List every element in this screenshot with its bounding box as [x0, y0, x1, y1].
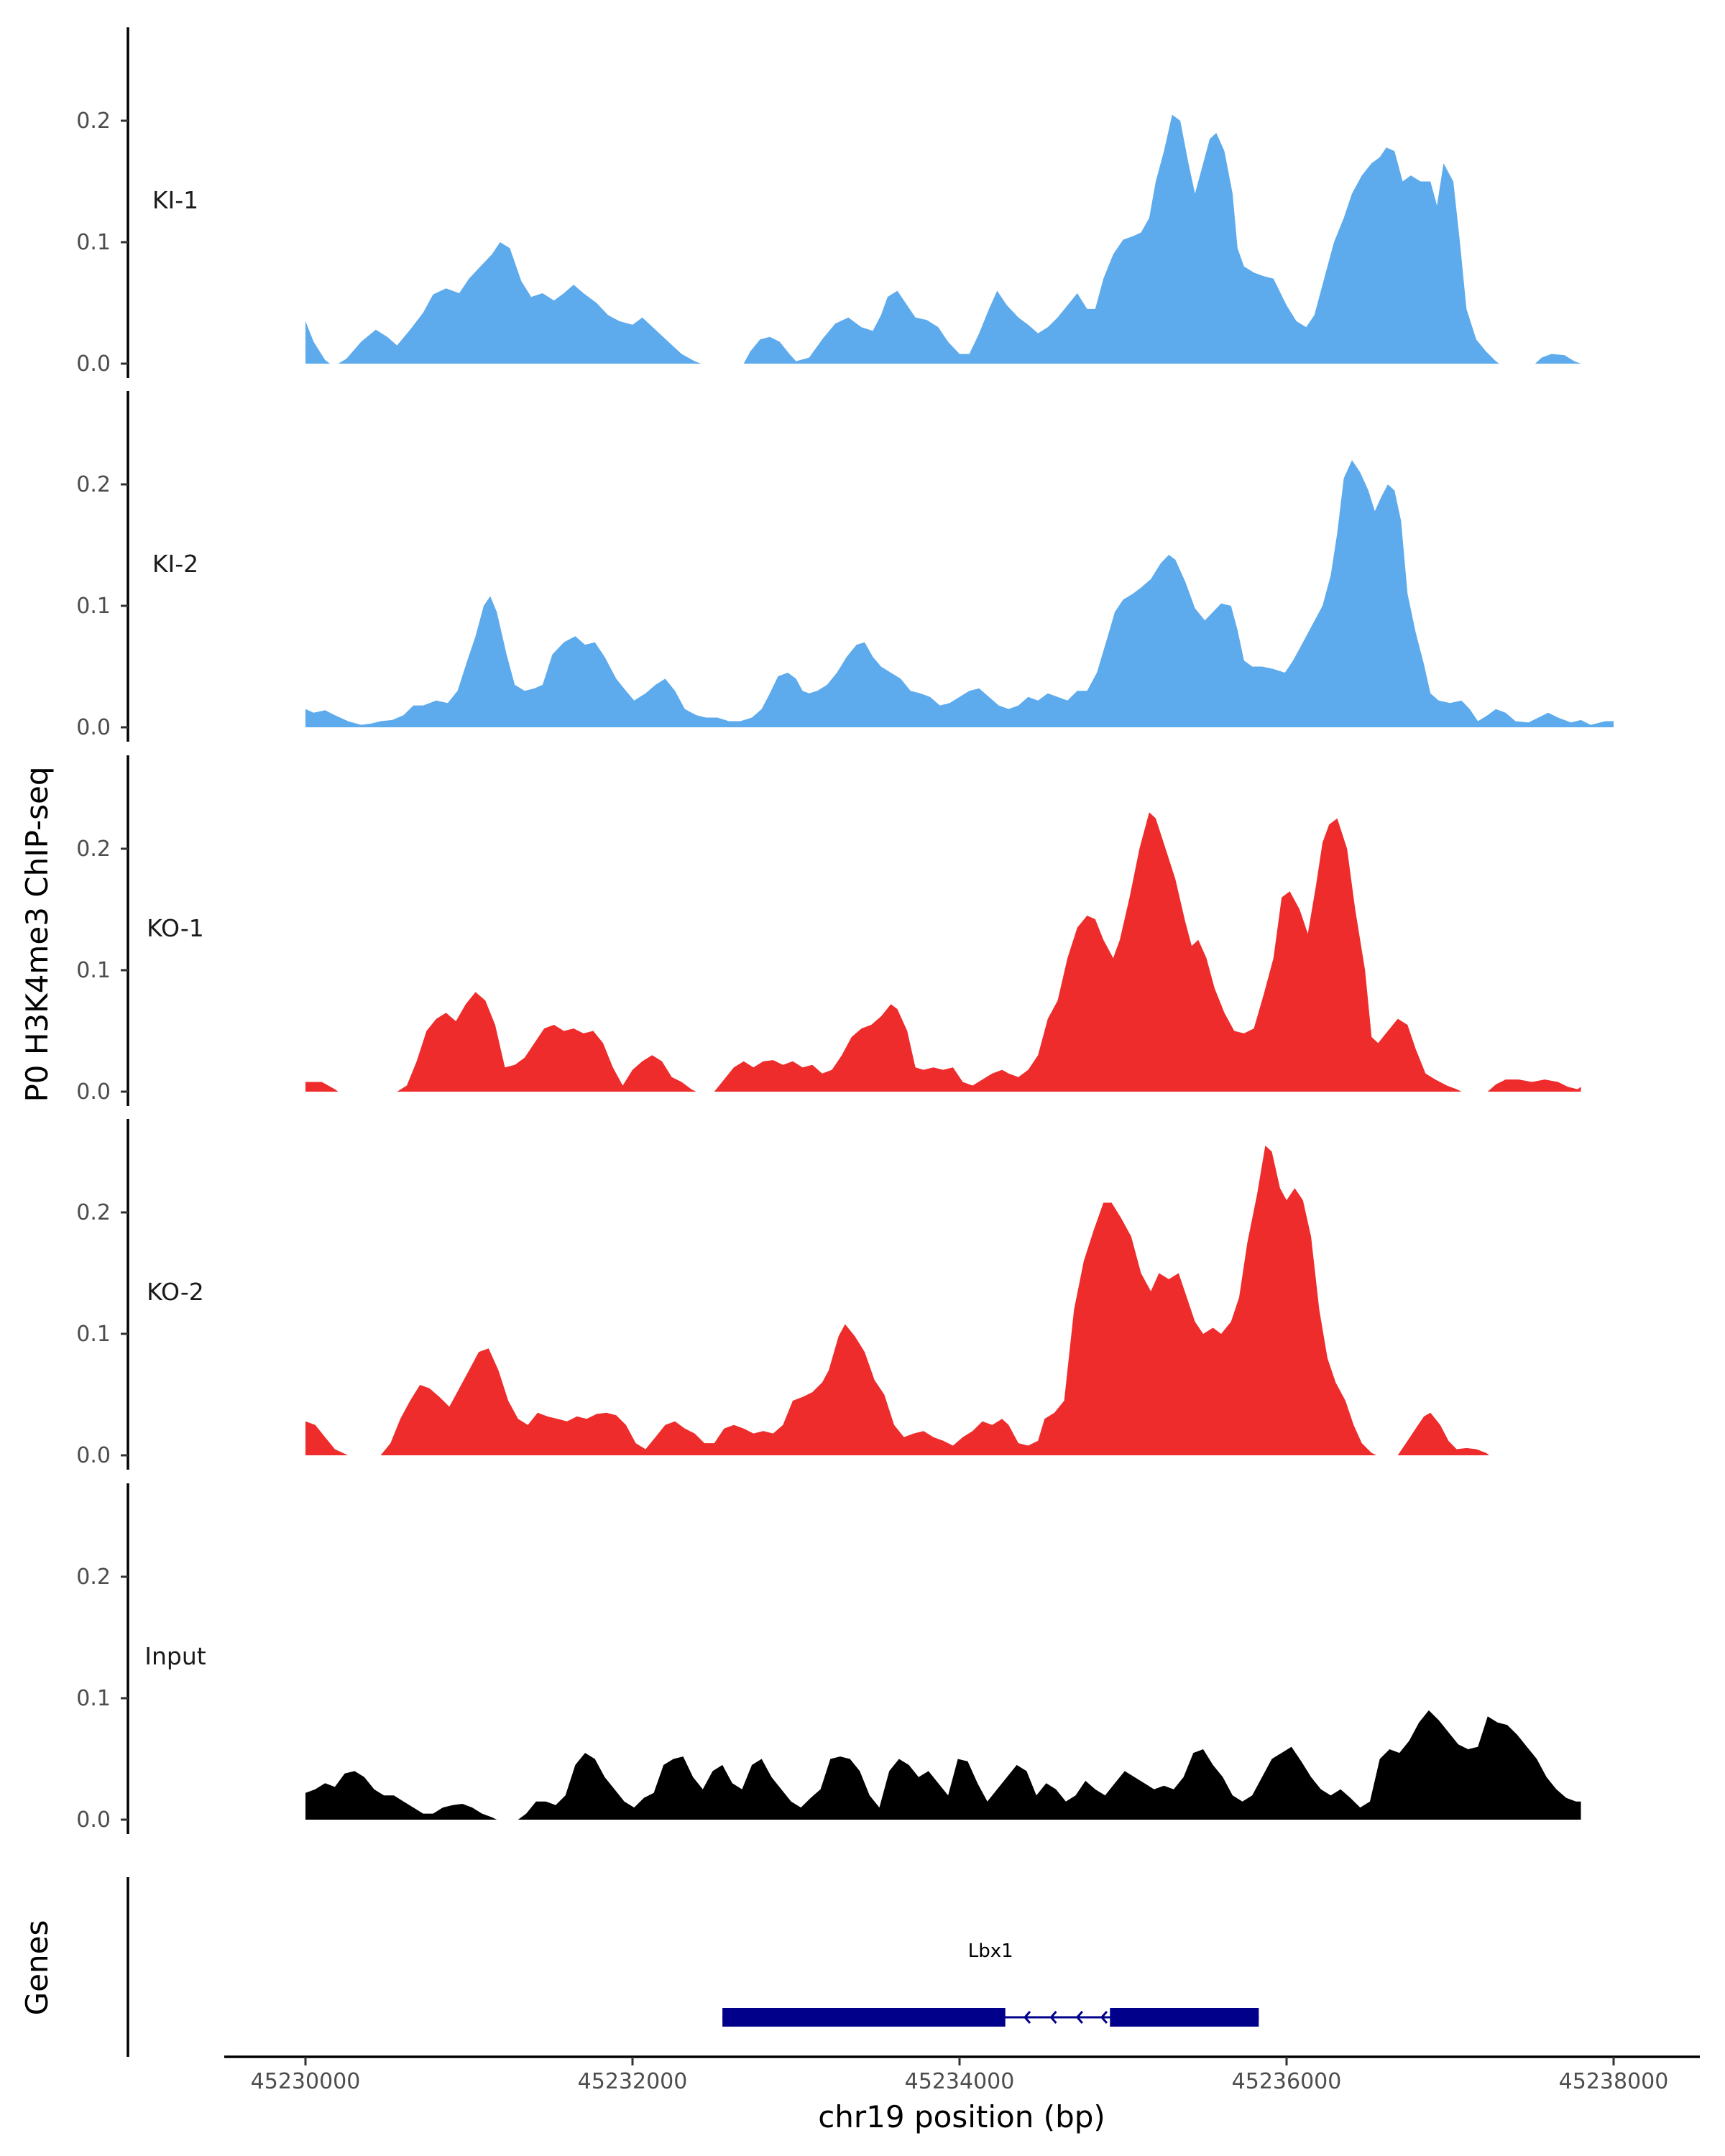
tracks-layer: 0.00.10.2KI-10.00.10.2KI-20.00.10.2KO-10… — [76, 27, 1614, 1834]
y-tick-label: 0.0 — [76, 1079, 111, 1105]
gene-lbx1: Lbx1 — [722, 1940, 1259, 2027]
y-axis-title: P0 H3K4me3 ChIP-seq — [19, 766, 55, 1102]
y-tick-label: 0.2 — [76, 109, 111, 134]
gene-exon — [722, 2008, 1006, 2027]
y-tick-label: 0.2 — [76, 472, 111, 497]
y-tick-label: 0.1 — [76, 958, 111, 983]
y-tick-label: 0.2 — [76, 837, 111, 862]
gene-exon — [1110, 2008, 1259, 2027]
track-input: 0.0 0.1 0.2 Input — [76, 1483, 1581, 1834]
y-tick-label: 0.0 — [76, 1807, 111, 1833]
track-ko-2: 0.0 0.1 0.2 KO-2 — [76, 1119, 1490, 1470]
gene-strand-arrow — [1049, 2011, 1057, 2024]
track-ki-2: 0.0 0.1 0.2 KI-2 — [76, 391, 1614, 742]
track-area-ki-1 — [305, 114, 1581, 364]
track-ko-1: 0.0 0.1 0.2 KO-1 — [76, 755, 1581, 1106]
track-label: KO-1 — [147, 914, 204, 942]
x-axis-title: chr19 position (bp) — [818, 2099, 1105, 2134]
y-tick-label: 0.0 — [76, 351, 111, 377]
gene-strand-arrow — [1075, 2011, 1083, 2024]
gene-strand-arrow — [1024, 2011, 1031, 2024]
x-axis: 45230000 45232000 45234000 45236000 45238000 — [224, 2055, 1700, 2094]
track-area-input — [305, 1710, 1581, 1820]
y-tick-label: 0.0 — [76, 1443, 111, 1468]
track-area-ko-1 — [305, 812, 1581, 1092]
track-label: KI-1 — [152, 186, 198, 214]
x-tick-label: 45238000 — [1559, 2069, 1669, 2094]
y-tick-label: 0.1 — [76, 1322, 111, 1347]
y-tick-label: 0.1 — [76, 230, 111, 255]
y-tick-label: 0.2 — [76, 1565, 111, 1590]
genes-axis-title: Genes — [19, 1920, 55, 2016]
track-ki-1: 0.0 0.1 0.2 KI-1 — [76, 27, 1581, 378]
track-area-ko-2 — [305, 1146, 1490, 1455]
y-tick-label: 0.2 — [76, 1200, 111, 1225]
y-tick-label: 0.0 — [76, 715, 111, 740]
gene-strand-arrow — [1100, 2011, 1108, 2024]
genes-layer: Lbx1 — [126, 1877, 1259, 2057]
track-label: KO-2 — [147, 1278, 204, 1306]
track-label: Input — [144, 1642, 206, 1670]
track-area-ki-2 — [305, 460, 1614, 727]
track-label: KI-2 — [152, 550, 198, 578]
y-tick-label: 0.1 — [76, 1686, 111, 1711]
gene-label: Lbx1 — [968, 1940, 1013, 1962]
x-tick-label: 45236000 — [1232, 2069, 1342, 2094]
x-tick-label: 45234000 — [905, 2069, 1015, 2094]
y-tick-label: 0.1 — [76, 594, 111, 619]
x-tick-label: 45232000 — [578, 2069, 688, 2094]
x-tick-label: 45230000 — [251, 2069, 361, 2094]
